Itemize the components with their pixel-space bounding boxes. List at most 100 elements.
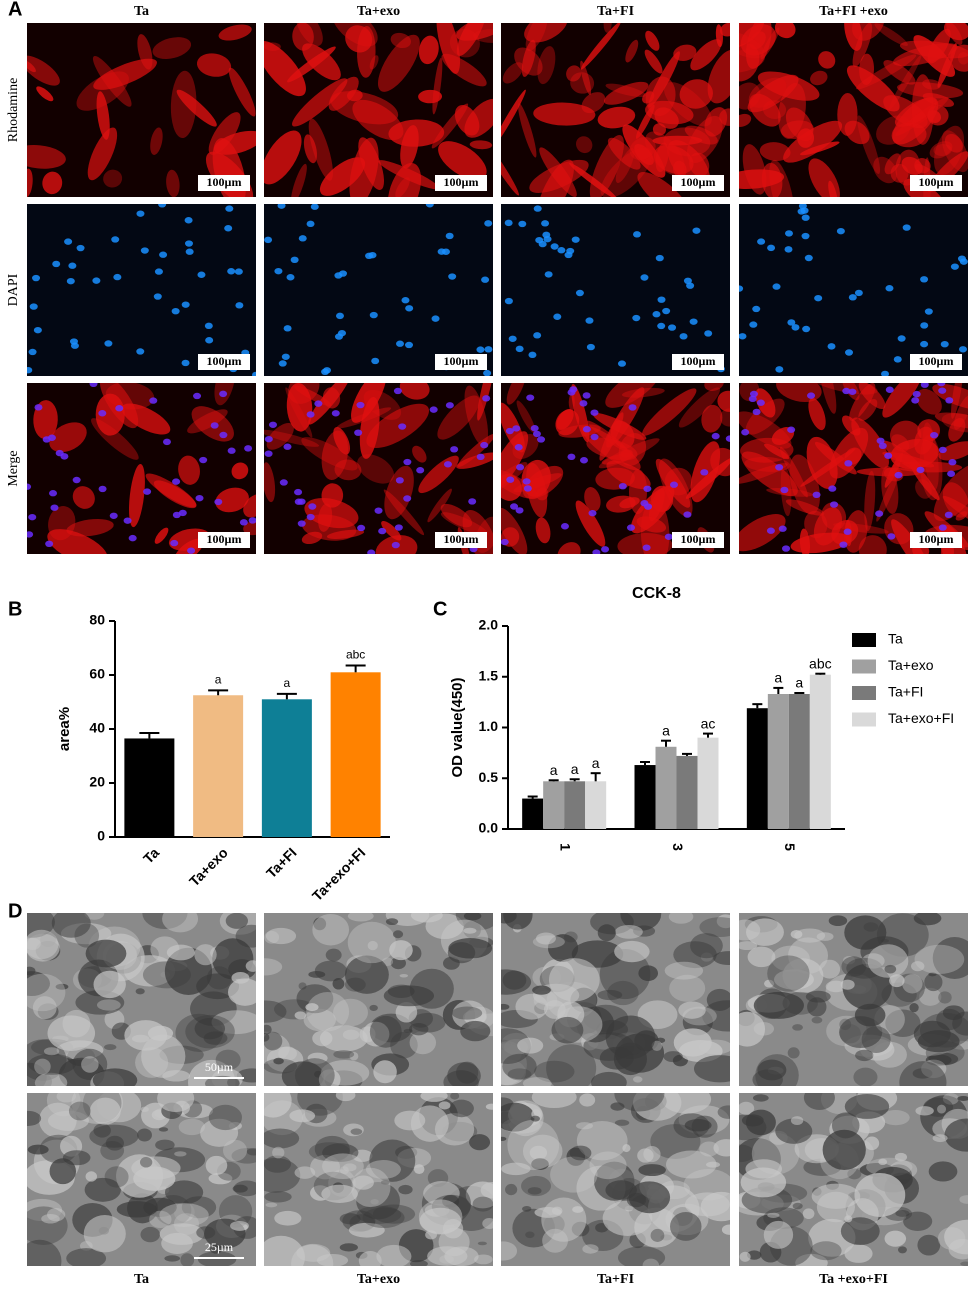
nucleus [264, 450, 273, 457]
nucleus [89, 383, 98, 388]
nucleus [197, 271, 206, 278]
sem-texture [637, 1148, 654, 1163]
sem-texture [522, 1077, 552, 1086]
bar [655, 746, 677, 829]
sem-texture [264, 1000, 287, 1023]
cell [438, 141, 487, 180]
cell [645, 30, 660, 51]
nucleus [894, 471, 903, 479]
scale-bar: 100µm [681, 354, 716, 368]
bar [676, 755, 698, 829]
sem-texture [913, 1020, 951, 1048]
sem-texture [409, 1022, 429, 1036]
nucleus [264, 236, 273, 244]
sem-texture [655, 1037, 666, 1044]
panel-label: D [8, 900, 22, 922]
nucleus [286, 274, 295, 281]
sem-texture [133, 1166, 176, 1191]
cell [701, 404, 723, 433]
sem-texture [93, 1123, 111, 1138]
nucleus [830, 501, 839, 508]
sem-texture [938, 991, 952, 1004]
error-bar [703, 732, 713, 738]
sem-texture [43, 1047, 60, 1056]
nucleus [178, 509, 187, 517]
sem-texture [607, 980, 639, 1006]
nucleus [756, 399, 765, 406]
nucleus [483, 369, 492, 376]
micrograph: 100µm [27, 204, 256, 376]
sem-texture [531, 1158, 549, 1171]
nucleus [579, 400, 588, 407]
nucleus [664, 533, 673, 540]
cell [464, 98, 493, 138]
sem-texture [928, 972, 937, 977]
cell [456, 23, 486, 56]
sem-texture [420, 1093, 448, 1102]
cell [27, 145, 66, 169]
sem-texture [894, 1152, 908, 1162]
nucleus [281, 353, 290, 360]
significance-label: abc [346, 648, 365, 662]
cell [377, 34, 420, 92]
cell [290, 163, 307, 197]
nucleus [752, 408, 761, 416]
cell [739, 32, 765, 59]
sem-texture [485, 1103, 493, 1110]
cell [431, 103, 469, 149]
cell [76, 71, 129, 111]
cell [266, 423, 294, 450]
cell [537, 46, 556, 85]
sem-texture [264, 958, 283, 976]
cell [321, 483, 344, 508]
sem-texture [347, 921, 396, 964]
sem-texture [535, 932, 556, 945]
sem-texture [752, 1069, 783, 1086]
sem-texture [745, 1109, 776, 1136]
bar [809, 674, 831, 829]
sem-texture [230, 1220, 250, 1231]
sem-texture [597, 989, 623, 1001]
sem-texture [139, 1156, 153, 1168]
nucleus [395, 477, 404, 484]
error-bar [139, 732, 160, 739]
cell [521, 39, 536, 77]
sem-texture [228, 1121, 242, 1130]
nucleus [938, 446, 947, 454]
sem-texture [628, 1181, 671, 1214]
cell [536, 487, 549, 501]
panel-label: B [8, 598, 22, 620]
sem-texture [89, 1097, 121, 1125]
sem-texture [312, 913, 350, 946]
error-bar [773, 686, 784, 695]
sem-texture [610, 1102, 625, 1111]
nucleus [172, 511, 181, 519]
nucleus [739, 285, 744, 292]
nucleus [839, 541, 848, 548]
nucleus [153, 293, 162, 300]
cell [673, 160, 687, 178]
sem-texture [322, 1153, 364, 1180]
nucleus [450, 446, 459, 453]
cell [137, 34, 153, 70]
sem-texture [55, 983, 69, 990]
y-tick-label: 2.0 [479, 617, 499, 633]
nucleus [784, 230, 793, 237]
cell [943, 23, 968, 41]
x-tick-label: 3 [670, 843, 686, 851]
nucleus [526, 394, 535, 401]
sem-texture [273, 1057, 284, 1065]
sem-texture [157, 1093, 195, 1113]
cell [742, 144, 767, 195]
nucleus [538, 240, 547, 248]
cell [575, 136, 593, 154]
sem-texture [278, 1046, 297, 1061]
sem-texture [392, 930, 404, 939]
cell [808, 158, 840, 197]
nucleus [920, 276, 929, 283]
sem-texture [62, 1150, 91, 1166]
nucleus [657, 322, 666, 330]
nucleus [279, 479, 288, 486]
bar [746, 708, 768, 829]
sem-texture [81, 1056, 99, 1073]
